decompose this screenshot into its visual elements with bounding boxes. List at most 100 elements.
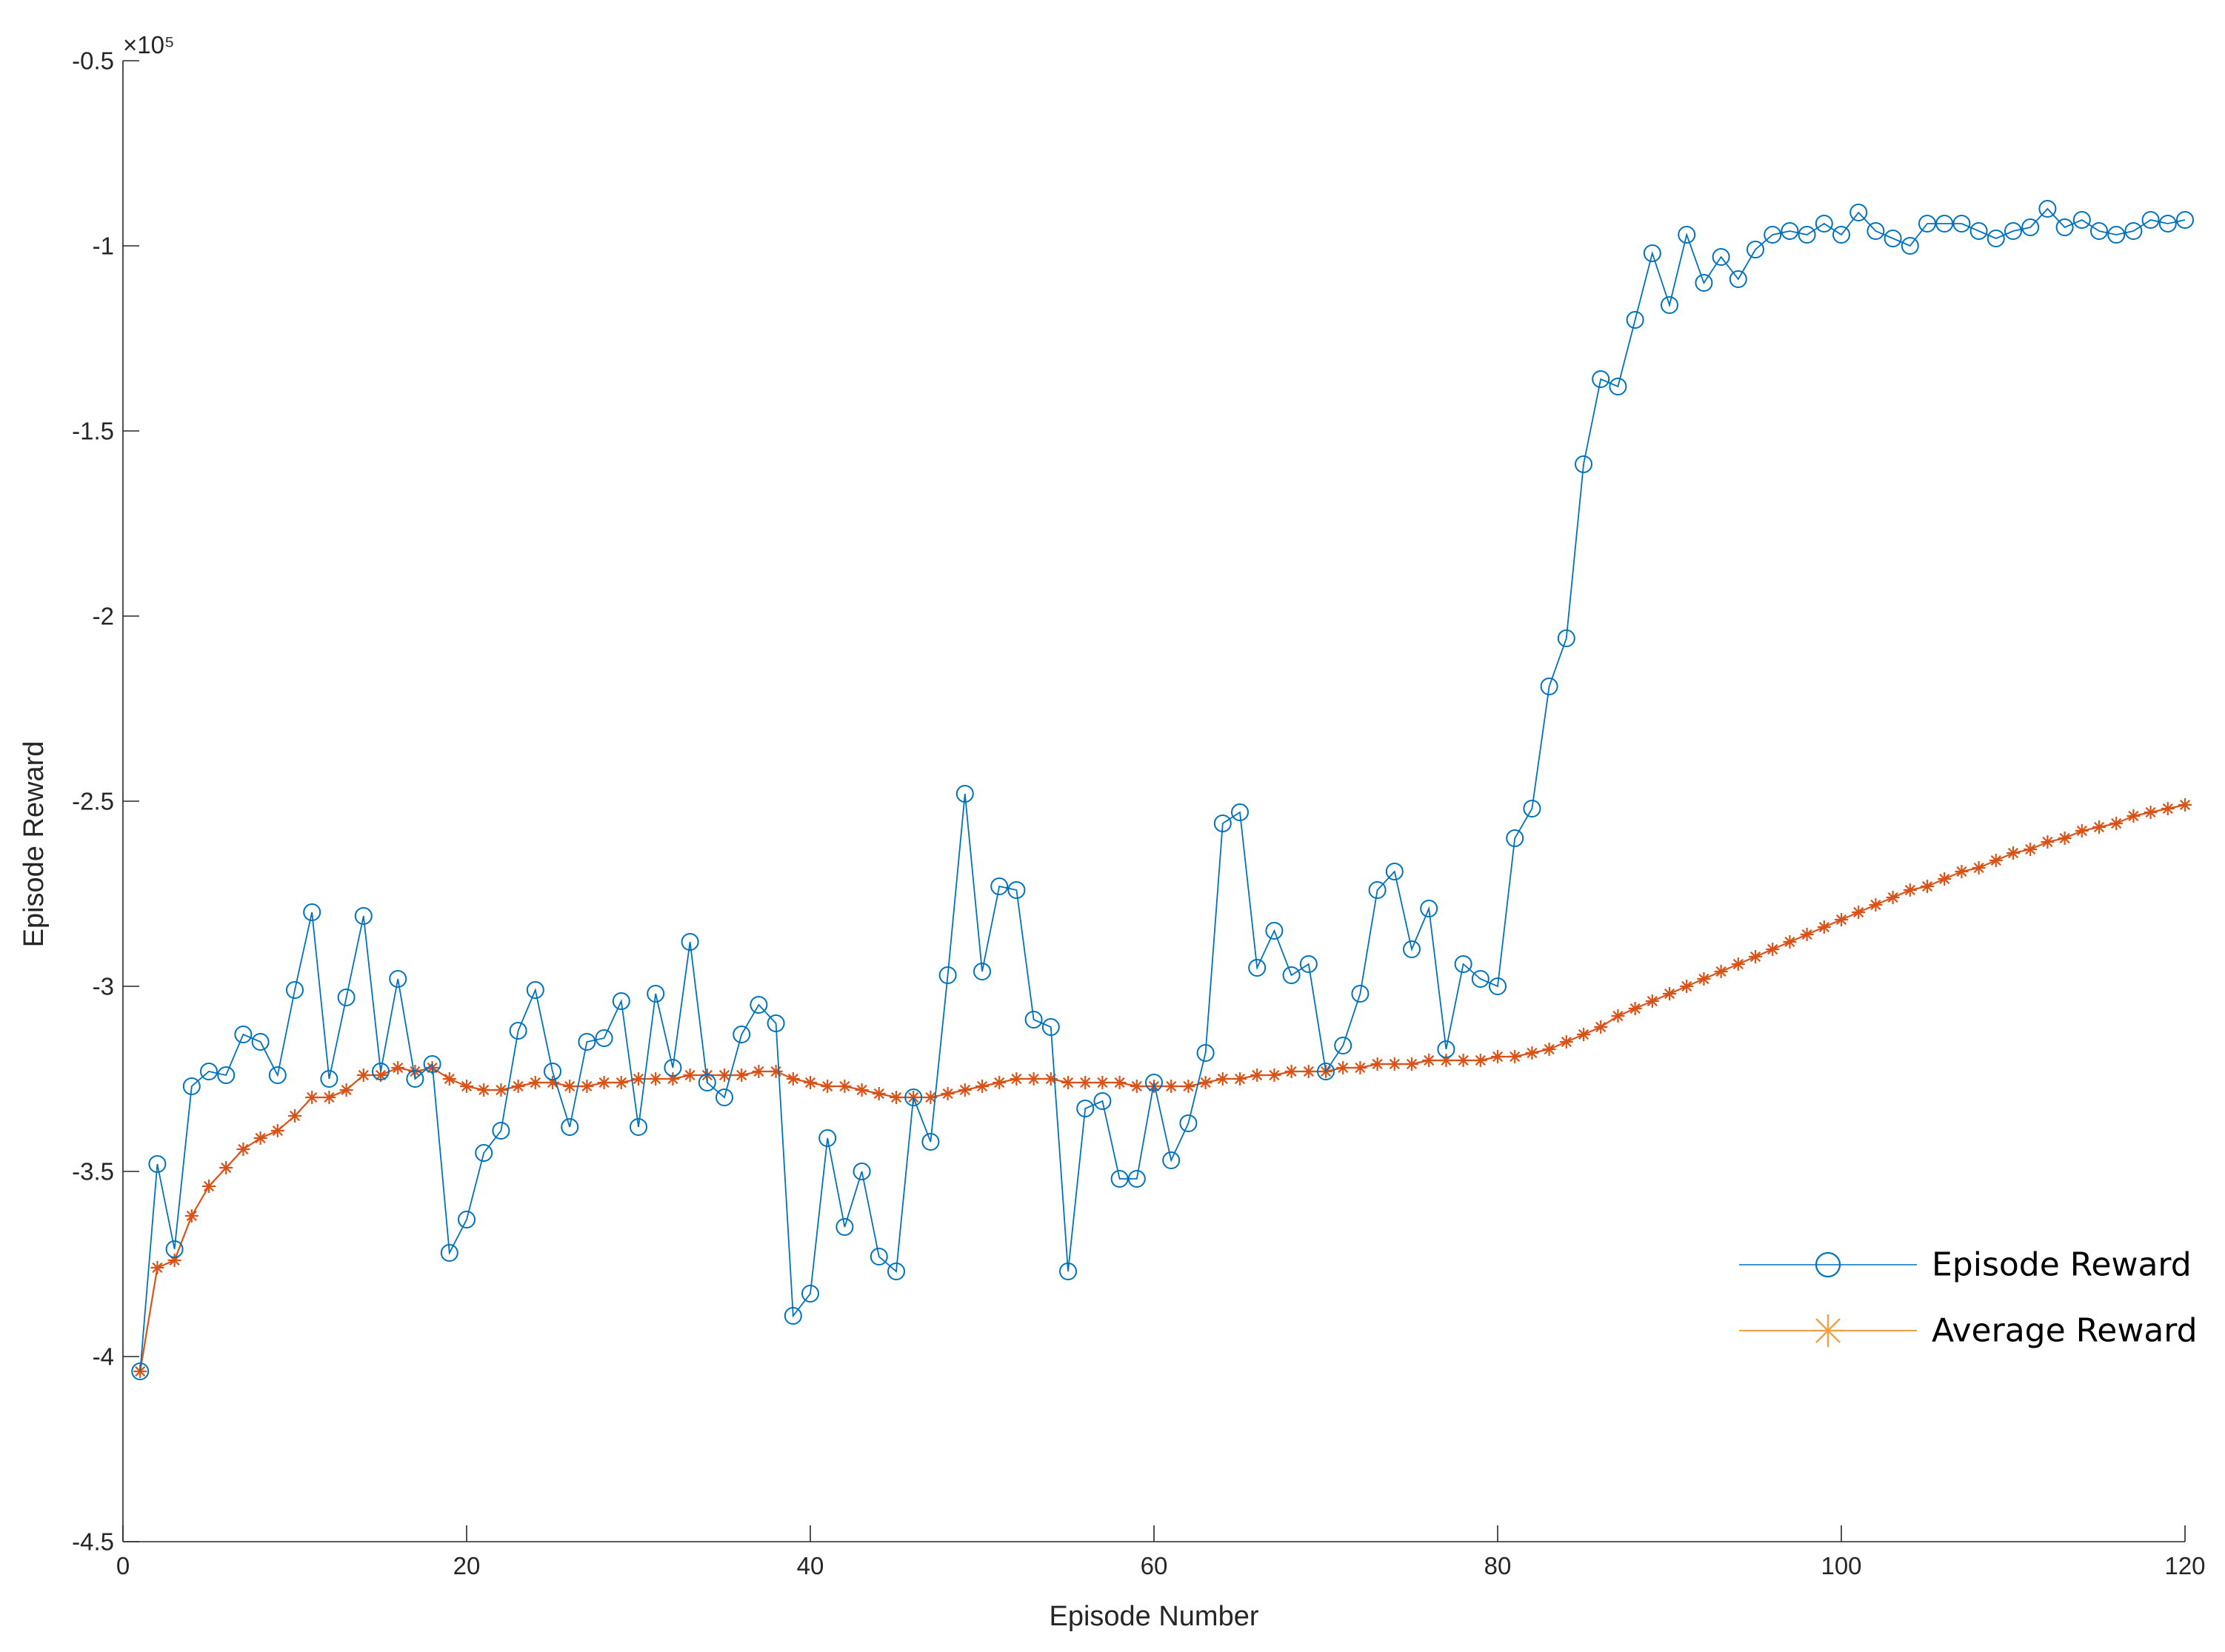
episode-reward-point xyxy=(1712,248,1730,266)
average-reward-point xyxy=(649,1072,663,1086)
average-reward-point xyxy=(1783,935,1797,949)
episode-reward-point xyxy=(2176,211,2194,229)
episode-reward-point xyxy=(1196,1044,1215,1062)
average-reward-point xyxy=(2178,798,2192,812)
episode-reward-point xyxy=(698,1074,716,1091)
episode-reward-point xyxy=(1265,922,1284,940)
episode-reward-point xyxy=(1076,1100,1095,1117)
average-reward-point xyxy=(1835,913,1848,926)
y-axis-label: Episode Reward xyxy=(19,741,50,948)
episode-reward-point xyxy=(1007,881,1026,899)
average-reward-point xyxy=(1112,1076,1127,1089)
average-reward-point xyxy=(1491,1050,1504,1063)
episode-reward-point xyxy=(1987,230,2005,247)
average-reward-point xyxy=(270,1124,284,1137)
episode-reward-point xyxy=(286,981,304,999)
average-reward-point xyxy=(1301,1065,1315,1078)
average-reward-point xyxy=(1559,1035,1573,1049)
average-reward-point xyxy=(855,1083,869,1097)
episode-reward-point xyxy=(1747,241,1764,258)
average-reward-point xyxy=(890,1091,903,1104)
average-reward-point xyxy=(1164,1080,1178,1093)
episode-reward-point xyxy=(887,1263,905,1280)
episode-reward-point xyxy=(1764,226,1782,244)
average-reward-point xyxy=(683,1069,697,1082)
average-reward-point xyxy=(1473,1054,1487,1067)
average-reward-point xyxy=(202,1180,216,1193)
episode-reward-point xyxy=(870,1248,888,1265)
episode-reward-point xyxy=(612,992,630,1010)
average-reward-point xyxy=(1989,854,2003,867)
episode-reward-point xyxy=(2090,222,2108,240)
average-reward-point xyxy=(442,1072,456,1086)
average-reward-point xyxy=(1611,1009,1625,1023)
average-reward-point xyxy=(1095,1076,1110,1089)
episode-reward-point xyxy=(1592,370,1610,388)
episode-reward-point xyxy=(2124,222,2143,240)
episode-reward-point xyxy=(2072,211,2091,229)
episode-reward-point xyxy=(1145,1074,1163,1091)
episode-reward-point xyxy=(440,1244,458,1262)
episode-reward-point xyxy=(1471,970,1490,988)
average-reward-point xyxy=(356,1069,370,1082)
episode-reward-point xyxy=(1952,215,1971,233)
episode-reward-point xyxy=(182,1077,201,1095)
average-reward-point xyxy=(1061,1076,1075,1089)
series-line-episode-reward xyxy=(139,207,2186,1372)
y-tick-label: -4 xyxy=(93,1343,114,1371)
average-reward-point xyxy=(2041,835,2055,849)
average-reward-point xyxy=(1456,1054,1470,1067)
average-reward-point xyxy=(563,1080,577,1093)
axes: 0 20 40 60 80 100 120 -4.5 -4 -3.5 -3 -2.5 -2 -1.5 -1 -… xyxy=(72,47,2205,1580)
average-reward-point xyxy=(322,1091,336,1104)
average-reward-point xyxy=(1680,980,1694,993)
episode-reward-point xyxy=(955,785,974,803)
episode-reward-point xyxy=(1884,230,1902,247)
legend-box xyxy=(1717,1218,2206,1366)
episode-reward-point xyxy=(1695,274,1713,292)
episode-reward-point xyxy=(1832,226,1850,244)
average-reward-point xyxy=(219,1161,233,1174)
average-reward-point xyxy=(1198,1076,1212,1089)
episode-reward-point xyxy=(853,1163,871,1180)
episode-reward-point xyxy=(715,1088,733,1106)
episode-reward-point xyxy=(526,981,544,999)
average-reward-point xyxy=(339,1083,353,1097)
episode-reward-point xyxy=(990,877,1009,895)
episode-reward-point xyxy=(1317,1063,1335,1080)
episode-reward-point xyxy=(475,1144,493,1162)
average-reward-point xyxy=(975,1080,989,1093)
episode-reward-point xyxy=(1643,244,1661,262)
average-reward-point xyxy=(993,1076,1007,1089)
episode-reward-point xyxy=(801,1285,819,1302)
episode-reward-point xyxy=(921,1133,940,1151)
episode-reward-point xyxy=(1815,215,1833,233)
average-reward-point xyxy=(2058,832,2072,845)
episode-reward-point xyxy=(1110,1170,1129,1188)
average-reward-point xyxy=(1697,972,1711,986)
y-tick-label: -1 xyxy=(93,233,114,260)
average-reward-point xyxy=(821,1080,835,1093)
episode-reward-point xyxy=(1024,1011,1043,1029)
episode-reward-point xyxy=(1351,985,1370,1003)
average-reward-point xyxy=(1508,1050,1522,1063)
average-reward-point xyxy=(1628,1002,1642,1015)
episode-reward-point xyxy=(1231,803,1249,821)
average-reward-point xyxy=(1955,865,1969,878)
average-reward-point xyxy=(1181,1080,1195,1093)
average-reward-point xyxy=(2144,806,2158,819)
episode-reward-point xyxy=(2158,215,2177,233)
average-reward-point xyxy=(2024,843,2038,856)
average-reward-point xyxy=(718,1069,731,1082)
average-reward-point xyxy=(1044,1072,1058,1086)
average-reward-point xyxy=(1010,1072,1024,1086)
average-reward-point xyxy=(769,1065,783,1078)
x-tick-label: 60 xyxy=(1141,1552,1168,1579)
episode-reward-point xyxy=(784,1307,802,1325)
legend-circle-marker-icon xyxy=(1815,1251,1841,1278)
average-reward-point xyxy=(1869,898,1883,912)
x-axis-label: Episode Number xyxy=(1049,1601,1258,1632)
average-reward-point xyxy=(2075,824,2089,837)
